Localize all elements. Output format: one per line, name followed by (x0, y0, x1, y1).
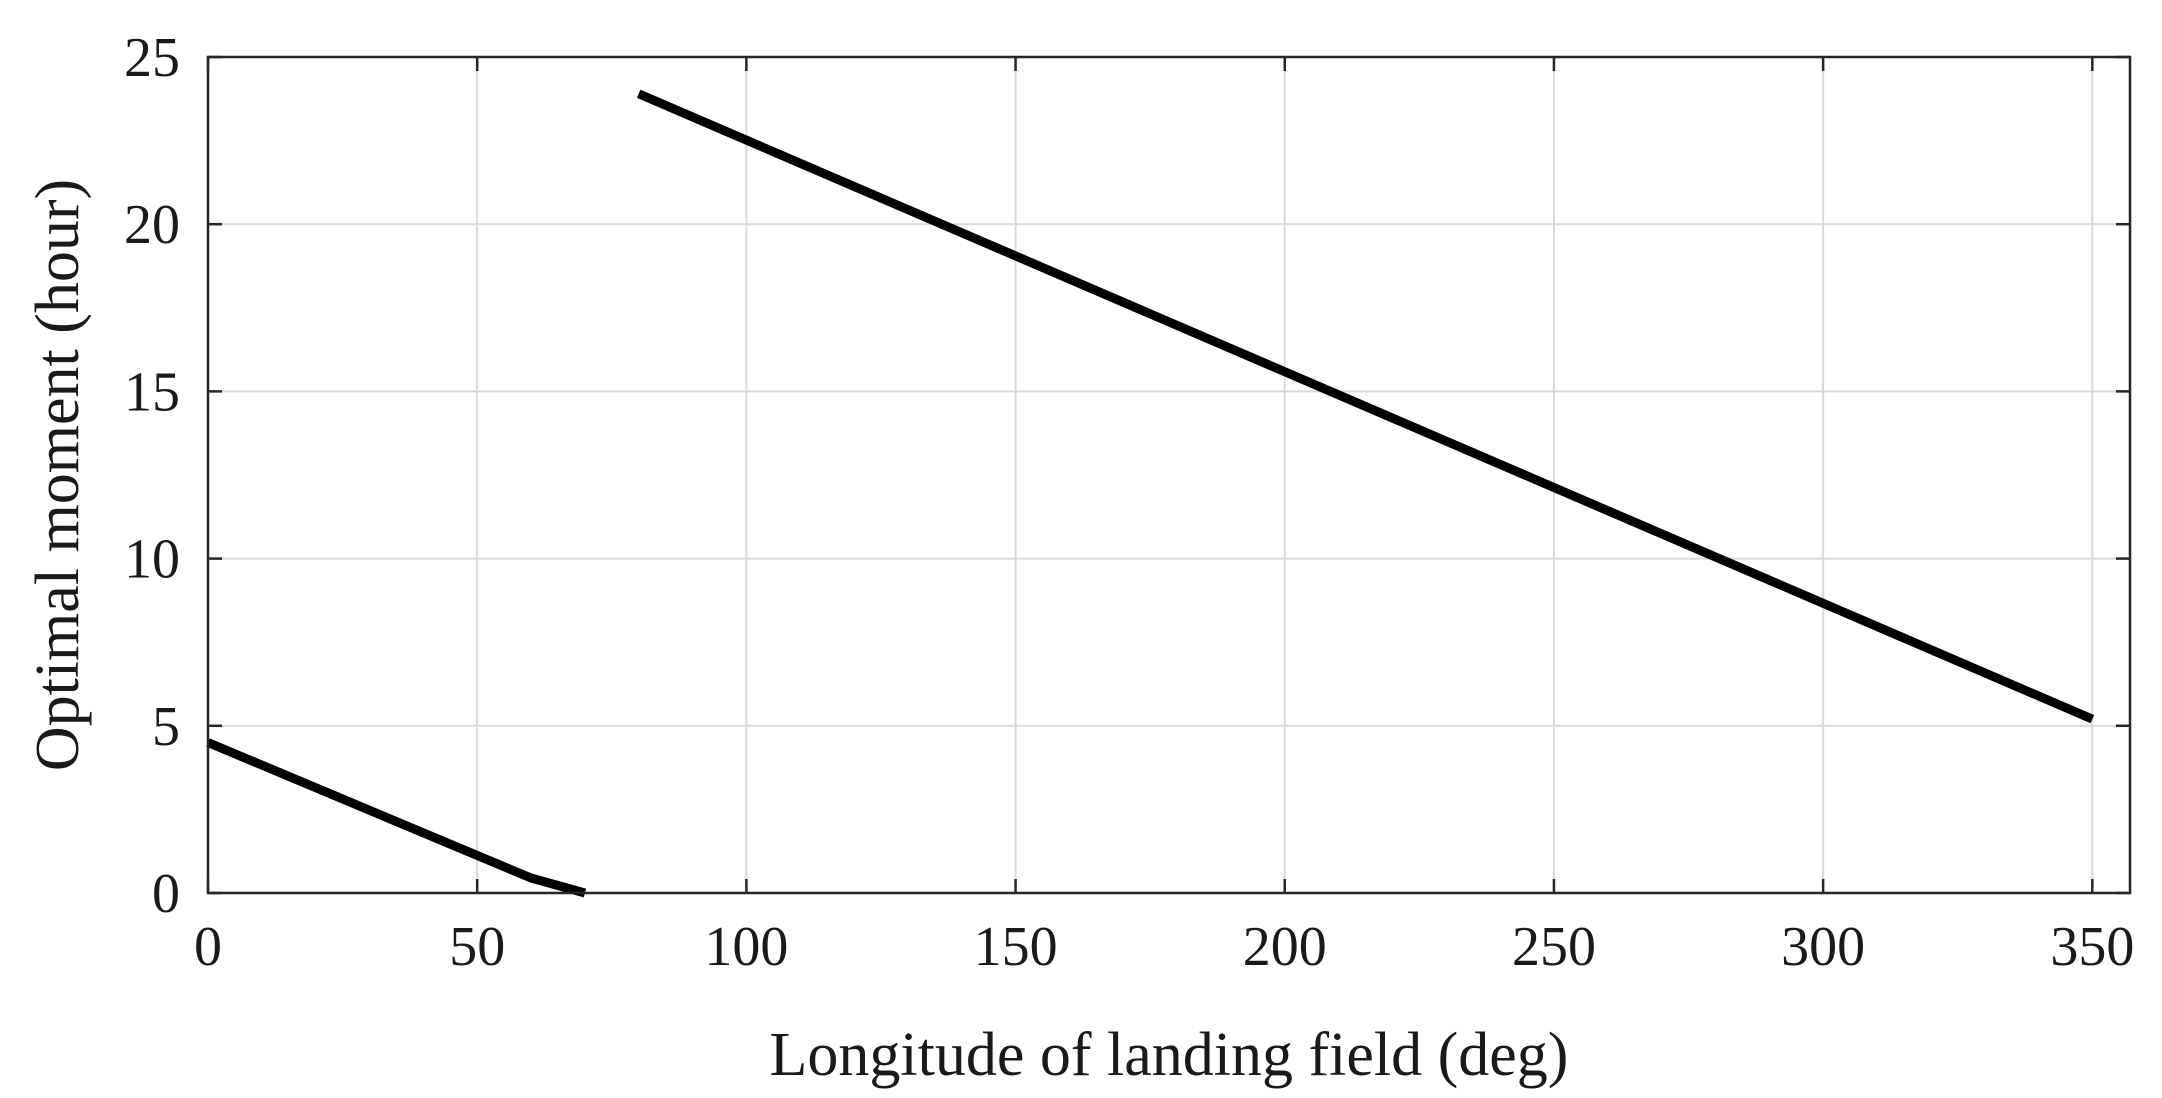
x-tick-label: 350 (2050, 916, 2134, 978)
series-line-segment-2 (636, 89, 2095, 724)
y-tick-label: 25 (124, 27, 180, 89)
y-tick-label: 5 (152, 696, 180, 758)
x-tick-label: 250 (1512, 916, 1596, 978)
x-tick-label: 50 (449, 916, 505, 978)
x-tick-label: 100 (704, 916, 788, 978)
x-tick-label: 0 (194, 916, 222, 978)
tick-label-layer: 0 50 100 150 200 250 300 350 0 5 10 15 20 25 (124, 27, 2134, 978)
x-axis-title: Longitude of landing field (deg) (770, 1021, 1569, 1089)
series-layer (206, 89, 2095, 898)
x-tick-label: 200 (1243, 916, 1327, 978)
grid-layer (207, 56, 2130, 894)
y-axis-title: Optimal moment (hour) (24, 179, 92, 771)
y-tick-label: 20 (124, 194, 180, 256)
y-tick-label: 15 (124, 361, 180, 423)
y-tick-label: 0 (152, 863, 180, 925)
series-line-segment-1 (206, 738, 587, 898)
tick-layer (206, 55, 2130, 895)
axes-box (206, 55, 2132, 895)
x-tick-label: 300 (1781, 916, 1865, 978)
y-tick-label: 10 (124, 529, 180, 591)
x-tick-label: 150 (974, 916, 1058, 978)
